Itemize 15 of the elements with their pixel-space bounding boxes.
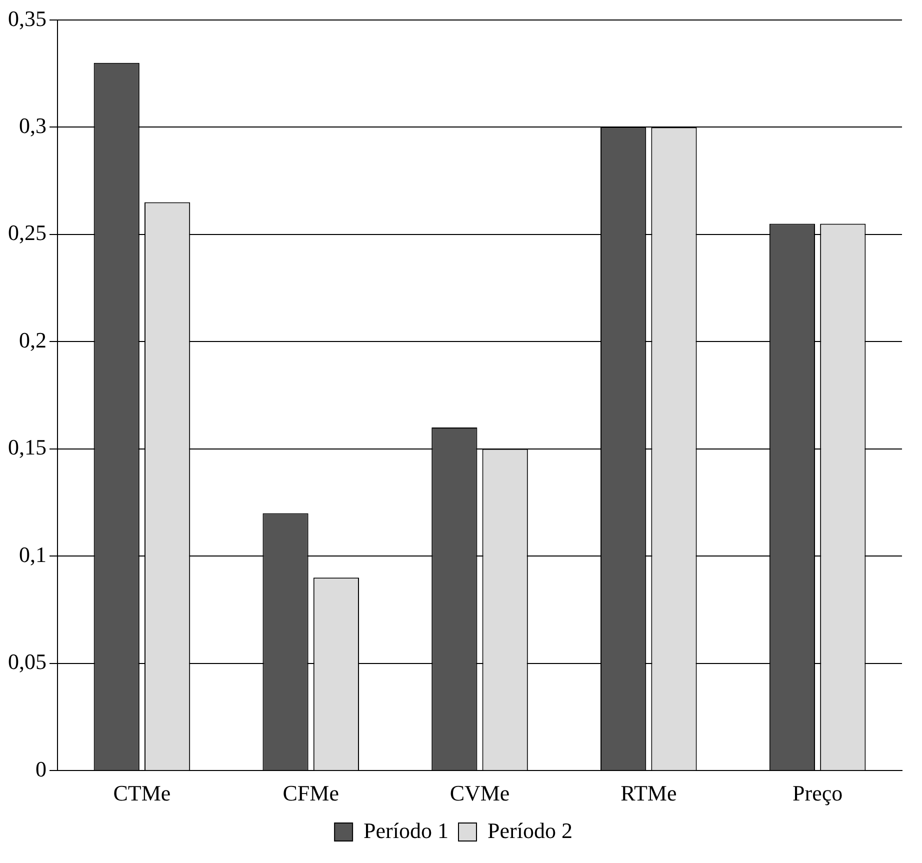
y-tick-label: 0,15	[8, 434, 46, 460]
legend-label: Período 1	[364, 818, 449, 843]
x-tick-label: CFMe	[282, 780, 339, 806]
x-tick-label: CTMe	[113, 780, 171, 806]
y-tick-label: 0,05	[8, 649, 46, 674]
x-tick-label: CVMe	[450, 780, 510, 806]
x-tick-label: RTMe	[620, 780, 677, 806]
y-tick-label: 0,25	[8, 220, 46, 246]
y-tick-label: 0,3	[19, 113, 46, 138]
y-tick-label: 0	[36, 756, 46, 782]
y-tick-label: 0,35	[8, 6, 46, 31]
y-tick-label: 0,1	[19, 542, 46, 567]
legend-label: Período 2	[488, 818, 572, 843]
y-tick-label: 0,2	[19, 327, 46, 352]
x-tick-label: Preço	[792, 780, 843, 806]
